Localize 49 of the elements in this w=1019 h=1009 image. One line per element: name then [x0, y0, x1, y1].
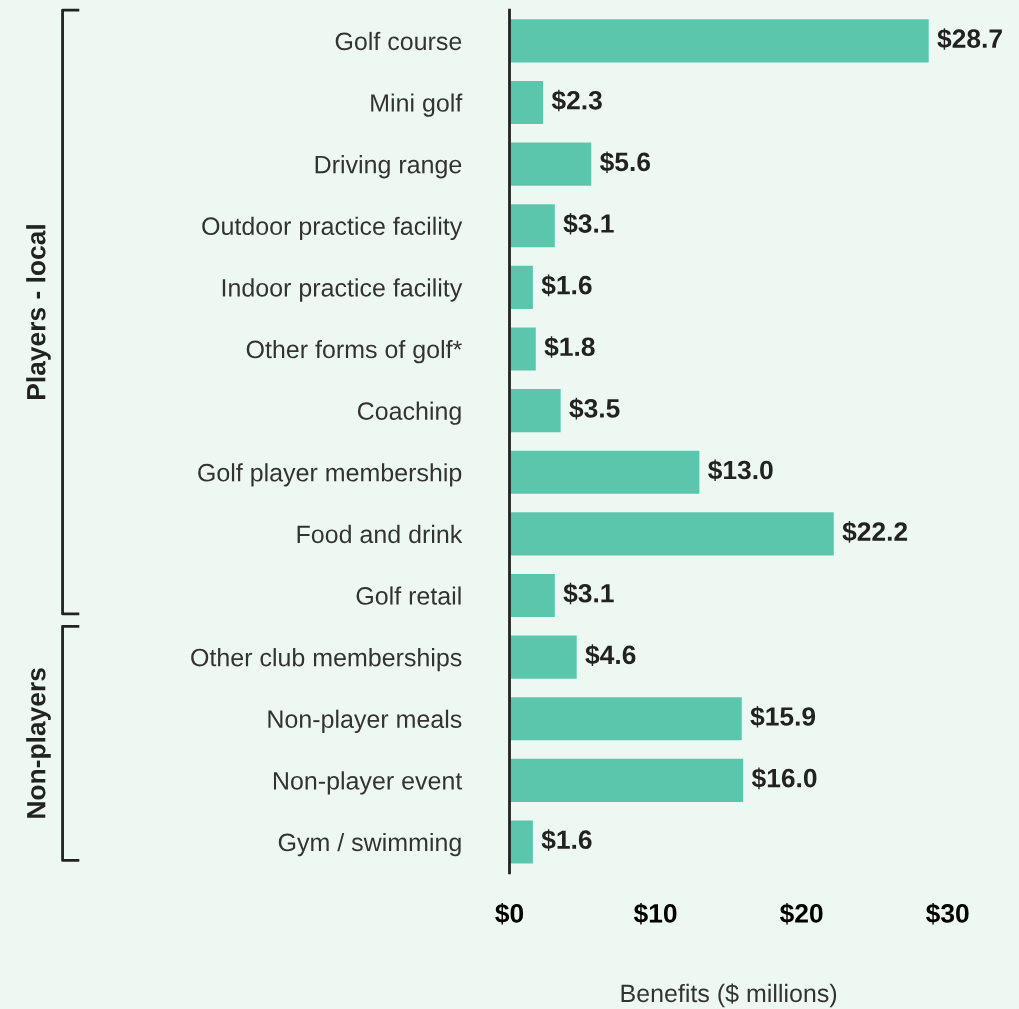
- y-tick-label: Other forms of golf*: [246, 339, 462, 364]
- bar: [509, 389, 561, 433]
- y-tick-label: Golf course: [335, 31, 462, 51]
- bar: [509, 820, 533, 864]
- data-label: $4.6: [585, 644, 636, 666]
- bar: [509, 80, 544, 125]
- y-tick-label: Gym / swimming: [278, 832, 461, 857]
- data-label: $3.1: [563, 582, 614, 605]
- y-tick-label: Indoor practice facility: [222, 278, 463, 302]
- y-tick-label: Food and drink: [297, 524, 463, 544]
- bar: [509, 697, 742, 741]
- bar: [509, 142, 592, 186]
- bar: [509, 19, 929, 63]
- data-label: $13.0: [708, 459, 773, 482]
- data-label: $16.0: [751, 767, 817, 790]
- x-axis-title: Benefits ($ millions): [621, 983, 837, 1008]
- bar: [509, 450, 700, 494]
- y-tick-label: Non-player event: [273, 771, 463, 795]
- bar: [509, 758, 744, 802]
- y-tick-label: Other club memberships: [191, 648, 462, 672]
- bar: [509, 573, 555, 618]
- data-label: $3.5: [569, 397, 620, 420]
- y-tick-label: Non-player meals: [268, 709, 462, 733]
- y-tick-label: Coaching: [357, 401, 461, 425]
- bar: [509, 204, 555, 248]
- data-label: $3.1: [563, 213, 614, 235]
- x-tick-label: $30: [926, 902, 969, 925]
- data-label: $2.3: [551, 89, 602, 112]
- y-tick-label: Driving range: [315, 155, 462, 179]
- bar: [509, 635, 577, 679]
- bar: [509, 512, 834, 556]
- data-label: $15.9: [750, 705, 816, 728]
- data-label: $1.6: [541, 829, 592, 851]
- data-label: $5.6: [599, 151, 651, 173]
- x-tick-label: $10: [633, 902, 677, 925]
- x-tick-label: $20: [779, 902, 823, 925]
- y-tick-label: Outdoor practice facility: [202, 216, 463, 241]
- text: Players - local: [26, 225, 51, 400]
- y-tick-label: Mini golf: [371, 93, 463, 117]
- y-tick-label: Golf retail: [356, 586, 461, 605]
- data-label: $28.7: [937, 28, 1002, 50]
- bar: [509, 327, 536, 371]
- y-tick-label: Golf player membership: [198, 463, 462, 487]
- data-label: $1.8: [544, 336, 595, 358]
- data-label: $1.6: [541, 274, 592, 297]
- x-tick-label: $0: [495, 902, 524, 925]
- data-label: $22.2: [842, 521, 908, 543]
- bar: [509, 265, 533, 309]
- text: Non-players: [26, 668, 51, 818]
